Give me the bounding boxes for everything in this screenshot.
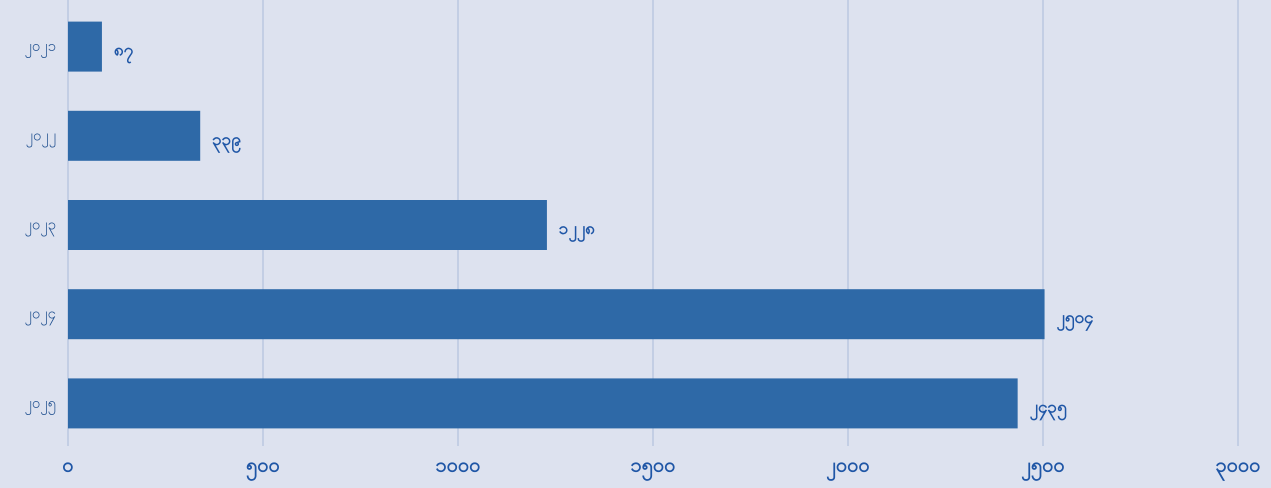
bar (68, 21, 102, 72)
bar (68, 289, 1045, 340)
y-tick-label: ၂၀၂၅ (24, 394, 56, 415)
y-tick-label: ၂၀၂၄ (24, 305, 56, 326)
x-tick-label: ၁၀၀၀ (436, 453, 481, 477)
data-label: ၈၇ (114, 41, 134, 65)
data-label: ၃၃၉ (212, 130, 241, 154)
y-tick-label: ၂၀၂၃ (24, 216, 56, 237)
data-label: ၂၄၃၅ (1030, 397, 1067, 421)
x-tick-label: ၀ (62, 453, 73, 477)
bar (68, 110, 201, 161)
bar (68, 378, 1018, 429)
data-label: ၂၅၀၄ (1057, 308, 1094, 332)
bar (68, 200, 547, 250)
y-tick-label: ၂၀၂၁ (24, 37, 56, 58)
y-tick-label: ၂၀၂၂ (25, 126, 56, 147)
